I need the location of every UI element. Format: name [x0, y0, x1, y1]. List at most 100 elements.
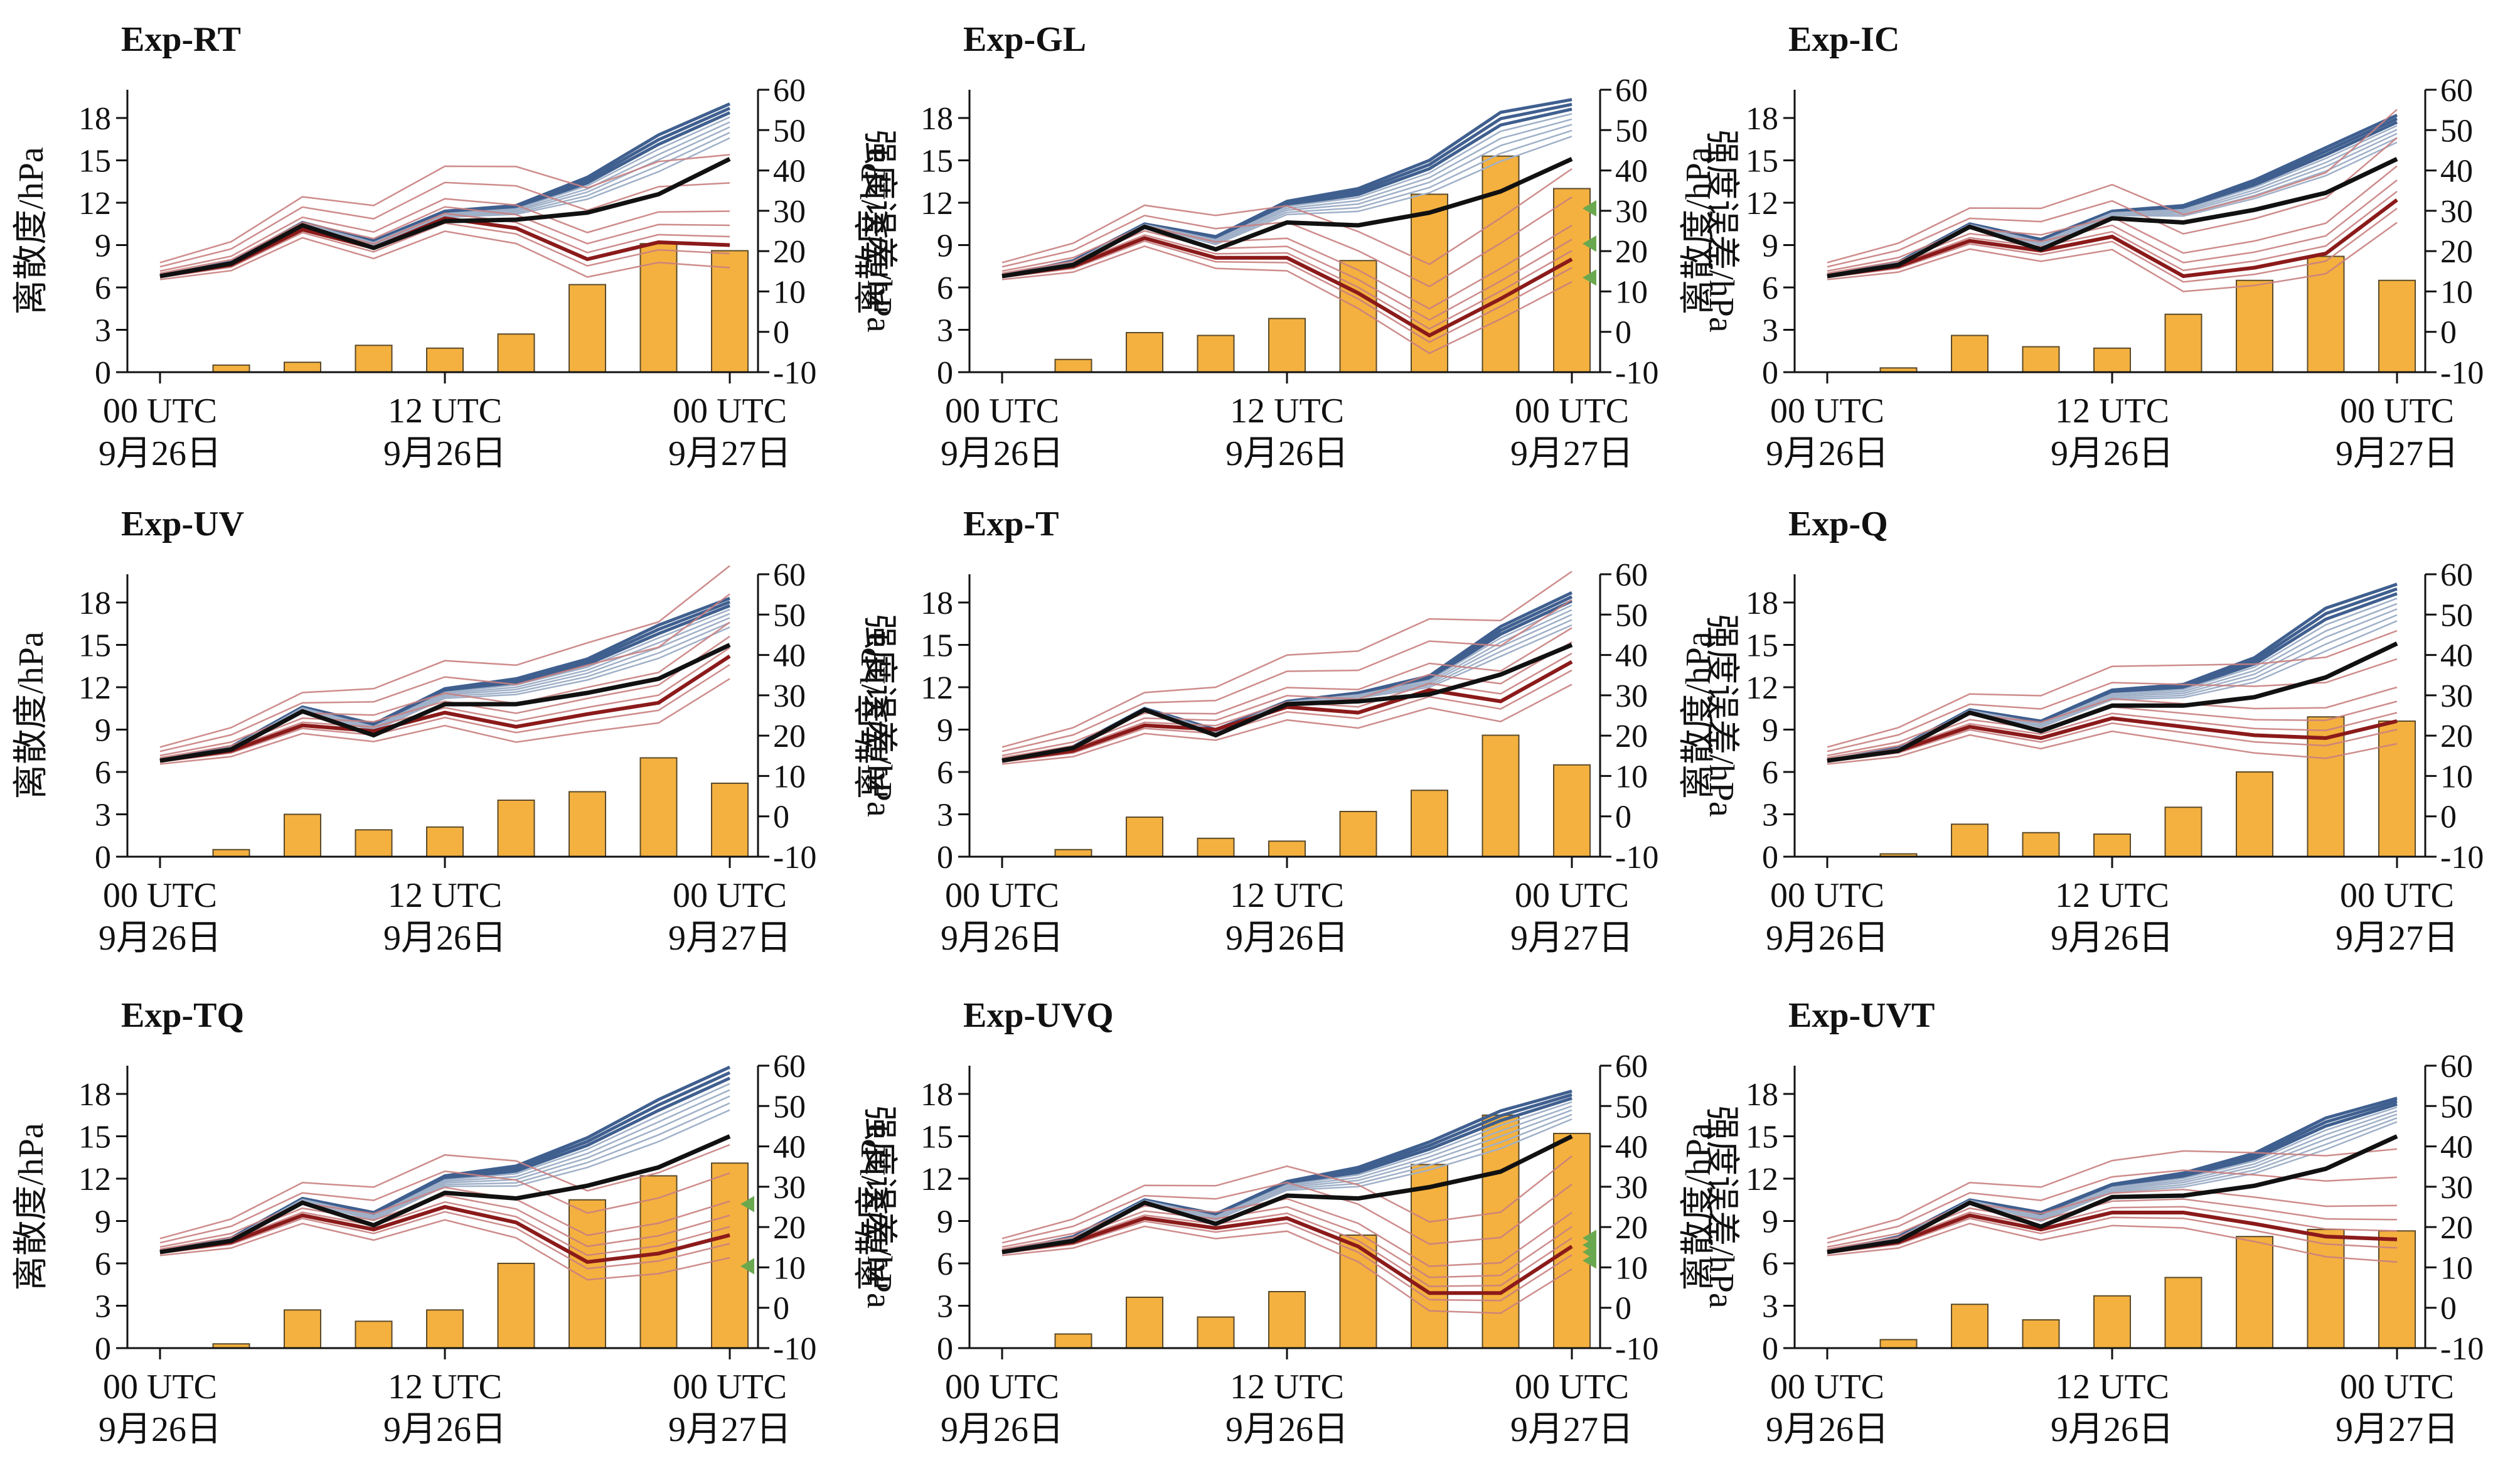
right-tick-label: 40	[2440, 154, 2473, 190]
x-tick-label-date: 9月27日	[668, 919, 791, 958]
right-tick-label: 10	[2440, 759, 2473, 795]
error-bar	[355, 345, 393, 373]
left-tick-label: 15	[921, 1120, 953, 1155]
left-tick-label: 0	[937, 840, 953, 876]
ensemble-member-red	[1001, 1220, 1572, 1302]
left-tick-label: 9	[95, 713, 111, 749]
right-axis-title: 强度误差/hPa	[860, 1105, 899, 1309]
left-tick-label: 9	[937, 713, 953, 749]
ensemble-member-red	[1827, 686, 2398, 757]
ensemble-member-red	[159, 198, 730, 272]
error-bar	[1054, 358, 1092, 373]
right-tick-label: 20	[1615, 719, 1648, 754]
ensemble-member-red	[159, 593, 730, 753]
ensemble-member-red	[1001, 627, 1572, 757]
left-tick-label: 6	[95, 755, 111, 791]
left-axis-title: 离散度/hPa	[854, 631, 893, 800]
right-tick-label: 60	[2440, 1049, 2473, 1085]
marker-triangle	[1583, 200, 1596, 217]
ensemble-member-red	[1827, 722, 2398, 763]
ensemble-member-red	[1827, 222, 2398, 292]
x-tick-label: 12 UTC	[388, 392, 502, 431]
left-tick-label: 3	[937, 313, 953, 349]
panel-title: Exp-RT	[121, 20, 241, 59]
error-bar	[2307, 1229, 2345, 1349]
marker-triangle	[1583, 235, 1596, 252]
spread-line	[1827, 1134, 2398, 1255]
left-tick-label: 6	[95, 270, 111, 306]
error-bar	[1197, 1316, 1235, 1349]
right-tick-label: -10	[2440, 355, 2484, 391]
error-bar	[2378, 720, 2416, 857]
error-bar	[569, 1199, 606, 1349]
error-bar	[1411, 790, 1448, 857]
error-bar	[1268, 840, 1306, 857]
right-tick-label: 30	[2440, 1170, 2473, 1206]
error-bar	[497, 800, 535, 857]
error-bar	[1482, 155, 1520, 373]
x-tick-label-date: 9月27日	[2336, 919, 2459, 958]
x-tick-label-date: 9月26日	[1766, 919, 1889, 958]
right-tick-label: 10	[1615, 1250, 1648, 1286]
right-tick-label: 30	[1615, 1170, 1648, 1206]
error-bar	[1197, 335, 1235, 373]
spread-line	[1827, 157, 2398, 279]
right-tick-label: 30	[773, 194, 806, 230]
left-tick-label: 18	[1746, 586, 1778, 621]
ensemble-member-red	[1001, 240, 1572, 343]
error-bar	[2307, 255, 2345, 373]
ensemble-member-red	[1827, 207, 2398, 283]
right-tick-label: 50	[2440, 597, 2473, 633]
left-tick-label: 0	[1762, 840, 1778, 876]
error-bar	[355, 829, 393, 857]
ensemble-member-red	[1827, 1216, 2398, 1255]
left-tick-label: 18	[921, 586, 953, 621]
x-tick-label: 00 UTC	[673, 876, 787, 915]
error-bar	[1553, 188, 1591, 373]
ensemble-member-red	[1001, 168, 1572, 265]
spread-line	[159, 1134, 731, 1255]
x-tick-label: 12 UTC	[1230, 1368, 1344, 1406]
left-tick-label: 12	[78, 1162, 111, 1197]
x-tick-label-date: 9月26日	[1225, 1410, 1348, 1449]
error-bar	[426, 1309, 464, 1349]
right-tick-label: 60	[1615, 73, 1648, 109]
x-tick-label: 00 UTC	[1515, 876, 1629, 915]
x-tick-label: 00 UTC	[673, 392, 787, 431]
x-tick-label: 12 UTC	[2055, 1368, 2169, 1406]
right-tick-label: 0	[773, 315, 789, 351]
ensemble-member-red	[159, 621, 730, 757]
error-bar	[1197, 837, 1235, 857]
error-bar	[212, 849, 250, 857]
left-tick-label: 18	[78, 1077, 111, 1113]
left-tick-label: 9	[1762, 1204, 1778, 1240]
right-tick-label: 40	[773, 638, 806, 674]
right-tick-label: 60	[773, 1049, 806, 1085]
right-tick-label: 30	[773, 678, 806, 714]
error-bar	[1951, 1304, 1989, 1349]
x-tick-label: 12 UTC	[388, 1368, 502, 1406]
left-tick-label: 12	[921, 186, 953, 222]
right-tick-label: 50	[2440, 1089, 2473, 1125]
x-tick-label-date: 9月27日	[668, 1410, 791, 1449]
left-tick-label: 12	[1746, 186, 1778, 222]
x-tick-label-date: 9月26日	[99, 919, 222, 958]
error-bar	[1054, 1333, 1092, 1349]
x-tick-label: 00 UTC	[1770, 876, 1884, 915]
right-tick-label: 20	[1615, 1210, 1648, 1246]
right-tick-label: -10	[773, 355, 816, 391]
ensemble-member-red	[1827, 1188, 2398, 1248]
right-tick-label: 50	[773, 597, 806, 633]
right-tick-label: 20	[773, 1210, 806, 1246]
right-tick-label: 20	[1615, 234, 1648, 270]
left-tick-label: 3	[95, 313, 111, 349]
left-axis-title: 离散度/hPa	[854, 147, 893, 315]
spread-line	[1001, 157, 1573, 279]
ensemble-mean-red	[1827, 198, 2398, 279]
right-tick-label: 0	[1615, 315, 1631, 351]
right-tick-label: 30	[773, 1170, 806, 1206]
ensemble-member-red	[1001, 1197, 1572, 1267]
panel-title: Exp-UVQ	[963, 996, 1114, 1035]
error-bar	[1054, 849, 1092, 857]
x-tick-label-date: 9月27日	[1510, 1410, 1633, 1449]
